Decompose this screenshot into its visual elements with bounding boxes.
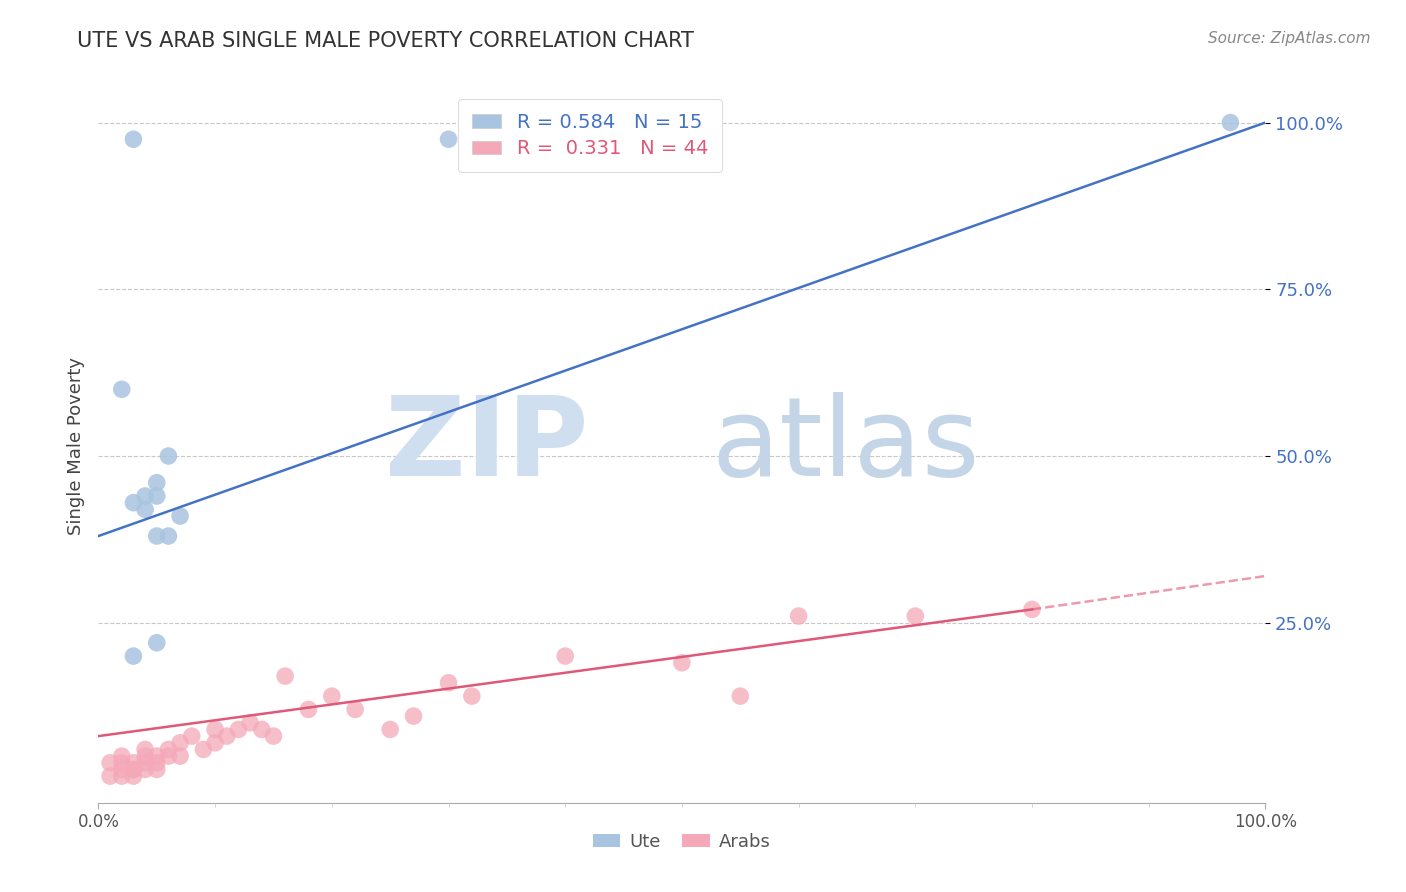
- Point: [134, 742, 156, 756]
- Point: [111, 749, 134, 764]
- Y-axis label: Single Male Poverty: Single Male Poverty: [66, 357, 84, 535]
- Legend: Ute, Arabs: Ute, Arabs: [586, 826, 778, 858]
- Point: [146, 489, 169, 503]
- Point: [98, 756, 121, 770]
- Point: [134, 502, 156, 516]
- Point: [157, 529, 180, 543]
- Point: [134, 756, 156, 770]
- Point: [134, 489, 156, 503]
- Point: [274, 669, 297, 683]
- Point: [402, 709, 425, 723]
- Point: [146, 763, 169, 777]
- Point: [1219, 115, 1241, 129]
- Point: [204, 723, 226, 737]
- Point: [157, 742, 180, 756]
- Point: [204, 736, 226, 750]
- Point: [228, 723, 250, 737]
- Point: [344, 702, 367, 716]
- Point: [146, 749, 169, 764]
- Point: [169, 749, 191, 764]
- Point: [122, 763, 145, 777]
- Point: [180, 729, 202, 743]
- Point: [321, 689, 343, 703]
- Point: [215, 729, 238, 743]
- Point: [122, 763, 145, 777]
- Point: [787, 609, 810, 624]
- Point: [461, 689, 484, 703]
- Point: [122, 756, 145, 770]
- Point: [122, 649, 145, 664]
- Point: [169, 736, 191, 750]
- Point: [98, 769, 121, 783]
- Point: [146, 636, 169, 650]
- Point: [122, 769, 145, 783]
- Point: [437, 132, 460, 146]
- Text: atlas: atlas: [711, 392, 980, 500]
- Point: [671, 656, 693, 670]
- Point: [250, 723, 273, 737]
- Point: [122, 496, 145, 510]
- Point: [111, 769, 134, 783]
- Point: [134, 749, 156, 764]
- Point: [157, 749, 180, 764]
- Point: [239, 715, 262, 730]
- Point: [111, 756, 134, 770]
- Point: [297, 702, 319, 716]
- Point: [134, 763, 156, 777]
- Point: [169, 509, 191, 524]
- Point: [262, 729, 284, 743]
- Point: [146, 756, 169, 770]
- Point: [111, 382, 134, 396]
- Point: [904, 609, 927, 624]
- Point: [146, 475, 169, 490]
- Point: [157, 449, 180, 463]
- Text: Source: ZipAtlas.com: Source: ZipAtlas.com: [1208, 31, 1371, 46]
- Point: [111, 763, 134, 777]
- Point: [1021, 602, 1043, 616]
- Point: [437, 675, 460, 690]
- Point: [730, 689, 752, 703]
- Point: [146, 529, 169, 543]
- Point: [122, 132, 145, 146]
- Point: [554, 649, 576, 664]
- Point: [380, 723, 402, 737]
- Text: UTE VS ARAB SINGLE MALE POVERTY CORRELATION CHART: UTE VS ARAB SINGLE MALE POVERTY CORRELAT…: [77, 31, 695, 51]
- Text: ZIP: ZIP: [385, 392, 589, 500]
- Point: [193, 742, 215, 756]
